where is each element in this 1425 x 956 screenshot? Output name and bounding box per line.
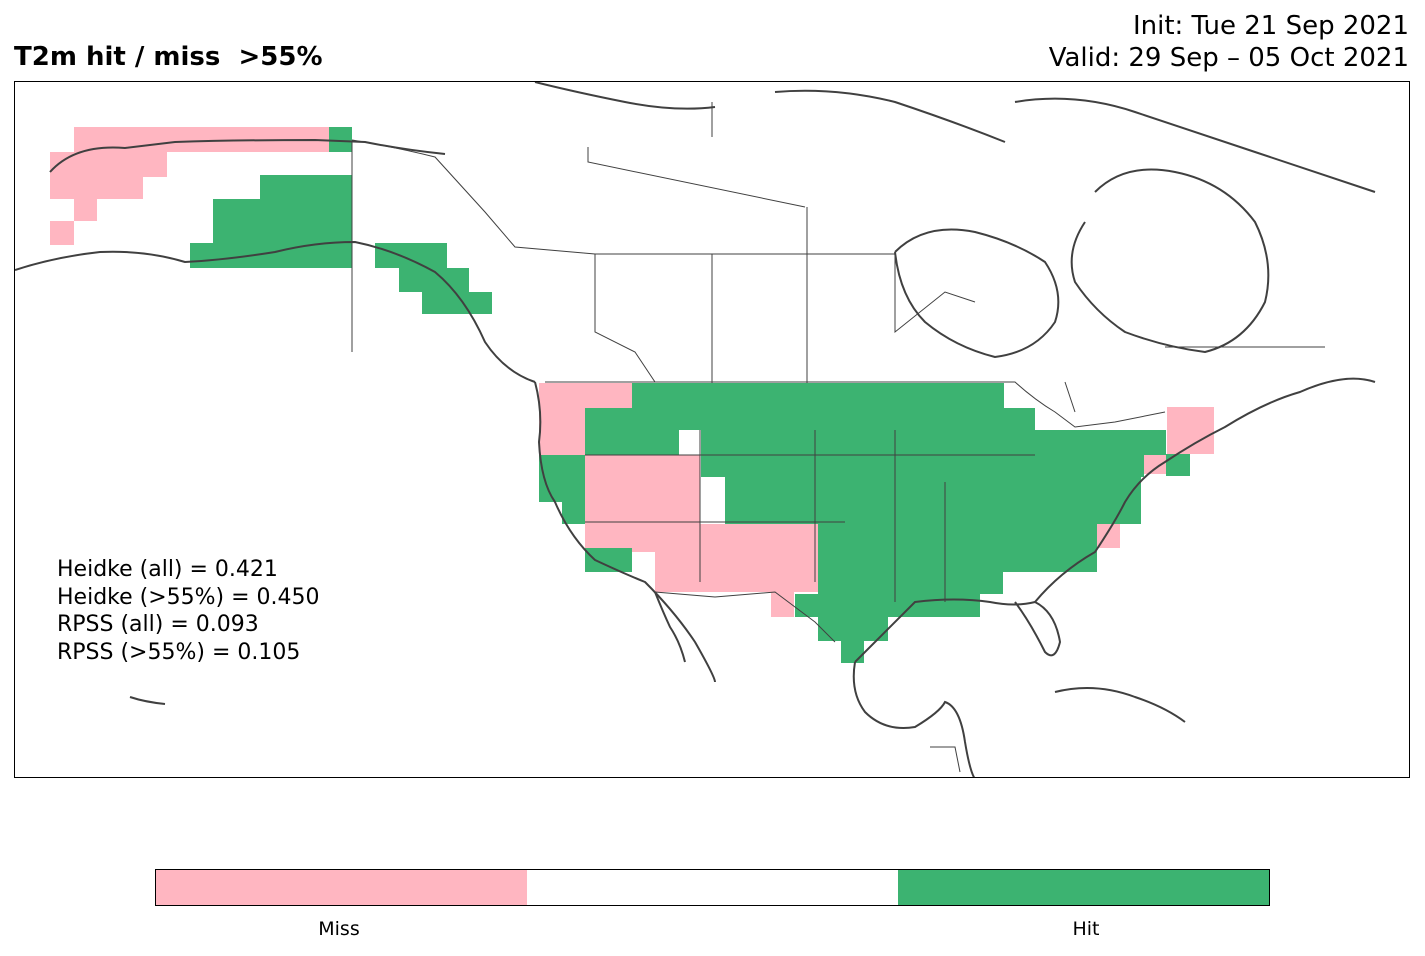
colorbar-neutral-segment (527, 870, 898, 905)
rpss-55: RPSS (>55%) = 0.105 (57, 639, 301, 665)
colorbar-miss-label: Miss (318, 918, 360, 940)
hit-cells (190, 127, 1190, 663)
heidke-all: Heidke (all) = 0.421 (57, 557, 278, 582)
colorbar-hit-label: Hit (1072, 918, 1100, 940)
borders (351, 102, 1325, 773)
init-date: Init: Tue 21 Sep 2021 (1132, 11, 1409, 41)
map-panel (14, 81, 1410, 778)
colorbar (155, 869, 1270, 906)
chart-title: T2m hit / miss >55% (14, 42, 323, 72)
skill-scores: Heidke (all) = 0.421 Heidke (>55%) = 0.4… (57, 556, 320, 666)
heidke-55: Heidke (>55%) = 0.450 (57, 584, 320, 610)
rpss-all: RPSS (all) = 0.093 (57, 612, 259, 637)
miss-cells (50, 127, 1214, 617)
colorbar-miss-segment (156, 870, 527, 905)
colorbar-hit-segment (898, 870, 1269, 905)
coastlines (15, 82, 1376, 777)
valid-period: Valid: 29 Sep – 05 Oct 2021 (1048, 43, 1409, 73)
date-info: Init: Tue 21 Sep 2021 Valid: 29 Sep – 05… (1049, 10, 1409, 74)
map-canvas (15, 82, 1376, 777)
